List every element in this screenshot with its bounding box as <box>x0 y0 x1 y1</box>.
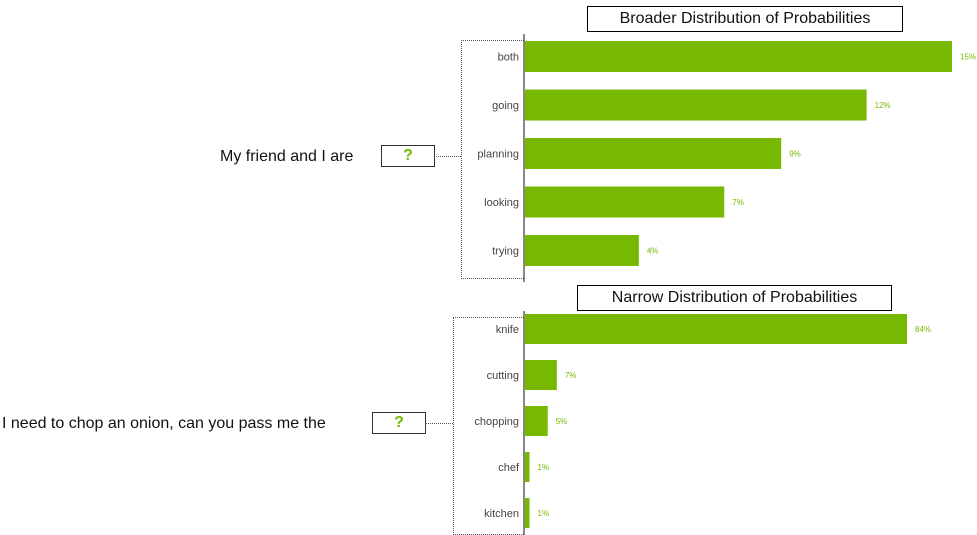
prompt-text: I need to chop an onion, can you pass me… <box>2 415 326 432</box>
value-label-both: 15% <box>960 53 976 62</box>
narrow-distribution-chart: Narrow Distribution of Probabilities I n… <box>0 284 977 535</box>
category-label-both: both <box>498 52 519 64</box>
value-label-chopping: 5% <box>556 417 568 426</box>
category-label-kitchen: kitchen <box>484 508 519 520</box>
category-label-cutting: cutting <box>487 370 519 382</box>
category-label-looking: looking <box>484 197 519 209</box>
bracket-outline <box>461 40 524 279</box>
value-label-cutting: 7% <box>565 371 577 380</box>
bar-cutting <box>525 360 557 390</box>
category-label-going: going <box>492 100 519 112</box>
bar-trying <box>525 235 639 266</box>
bar-chef <box>525 452 530 482</box>
category-label-trying: trying <box>492 246 519 258</box>
bar-knife <box>525 314 907 344</box>
value-label-looking: 7% <box>732 198 744 207</box>
bar-kitchen <box>525 498 530 528</box>
bar-planning <box>525 138 782 169</box>
bar-going <box>525 89 867 121</box>
bar-chopping <box>525 406 548 436</box>
category-label-knife: knife <box>496 324 519 336</box>
category-label-chopping: chopping <box>474 416 519 428</box>
value-label-planning: 9% <box>789 150 801 159</box>
value-label-knife: 84% <box>915 325 931 334</box>
bar-plot-area: knife 84% cutting 7% chopping 5% chef 1% kitchen… <box>474 311 931 535</box>
chart-title: Broader Distribution of Probabilities <box>587 6 903 32</box>
value-label-chef: 1% <box>538 463 550 472</box>
bar-plot-area: both 15% going 12% planning 9% looking 7% trying… <box>477 34 976 282</box>
category-label-chef: chef <box>498 462 520 474</box>
value-label-kitchen: 1% <box>538 509 550 518</box>
bar-looking <box>525 186 725 218</box>
prompt-text: My friend and I are <box>220 148 354 165</box>
value-label-going: 12% <box>875 101 891 110</box>
chart-title: Narrow Distribution of Probabilities <box>577 285 892 311</box>
broader-distribution-chart: Broader Distribution of Probabilities My… <box>220 6 976 282</box>
connector-line <box>434 156 461 157</box>
bar-both <box>525 41 952 72</box>
connector-line <box>425 423 453 424</box>
value-label-trying: 4% <box>647 247 659 256</box>
category-label-planning: planning <box>477 149 519 161</box>
